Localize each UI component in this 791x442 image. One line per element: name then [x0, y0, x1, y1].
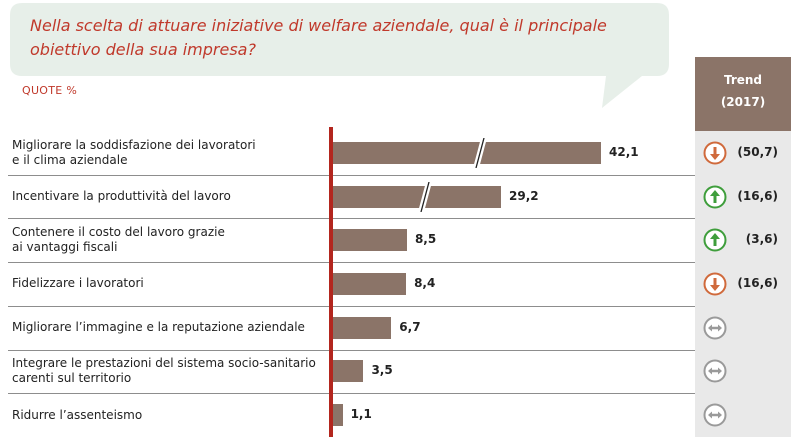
row-separator [8, 349, 695, 351]
bar [333, 229, 407, 252]
trend-header-year: (2017) [720, 95, 766, 109]
row-separator [8, 174, 695, 176]
row-label: Migliorare l’immagine e la reputazione a… [12, 320, 324, 335]
arrow-left-right-icon [703, 316, 727, 340]
arrow-down-icon [703, 272, 727, 296]
arrow-left-right-icon [703, 359, 727, 383]
row-label-line: Integrare le prestazioni del sistema soc… [12, 356, 316, 371]
bar-value-label: 3,5 [371, 363, 393, 378]
bar [333, 185, 501, 208]
row-label: Fidelizzare i lavoratori [12, 276, 324, 291]
bar [333, 141, 601, 164]
bar-value-label: 8,4 [414, 275, 436, 290]
row-label: Contenere il costo del lavoro grazie ai v… [12, 225, 324, 255]
row-label-line: Contenere il costo del lavoro grazie [12, 225, 225, 240]
axis-line [329, 127, 333, 437]
row-label-line: Fidelizzare i lavoratori [12, 276, 144, 291]
trend-value: (16,6) [737, 275, 778, 290]
bar-break-mark [473, 137, 488, 168]
row-label-line: carenti sul territorio [12, 371, 132, 386]
unit-label: QUOTE % [22, 84, 78, 97]
bar [333, 272, 407, 295]
trend-value: (16,6) [737, 188, 778, 203]
bar-value-label: 8,5 [414, 232, 437, 247]
trend-value: (50,7) [737, 144, 778, 159]
arrow-up-icon [703, 228, 727, 252]
row-label: Integrare le prestazioni del sistema soc… [12, 356, 324, 386]
arrow-up-icon [703, 185, 727, 209]
row-label-line: Incentivare la produttività del lavoro [12, 189, 231, 204]
trend-header-title: Trend [723, 73, 763, 87]
bar [333, 360, 364, 383]
row-label-line: e il clima aziendale [12, 152, 128, 167]
arrow-left-right-icon [703, 403, 727, 427]
row-separator [8, 305, 695, 307]
row-label-line: Migliorare l’immagine e la reputazione a… [12, 320, 305, 335]
bar [333, 404, 343, 427]
trend-header: Trend (2017) [695, 57, 791, 131]
row-label: Incentivare la produttività del lavoro [12, 189, 324, 204]
bar-value-label: 6,7 [399, 319, 421, 334]
row-label: Ridurre l’assenteismo [12, 408, 324, 423]
row-separator [8, 262, 695, 264]
row-label-line: Migliorare la soddisfazione dei lavorato… [12, 137, 256, 152]
row-label-line: Ridurre l’assenteismo [12, 407, 143, 422]
row-separator [8, 393, 695, 395]
row-separator [8, 218, 695, 220]
bar-value-label: 42,1 [609, 144, 639, 159]
trend-value: (3,6) [745, 232, 778, 247]
bar-value-label: 1,1 [350, 407, 372, 422]
bar [333, 316, 392, 339]
bar-value-label: 29,2 [509, 188, 539, 203]
row-label-line: ai vantaggi fiscali [12, 240, 118, 255]
bar-break-mark [418, 181, 433, 212]
chart-question: Nella scelta di attuare iniziative di we… [30, 16, 607, 59]
row-label: Migliorare la soddisfazione dei lavorato… [12, 138, 324, 168]
arrow-down-icon [703, 141, 727, 165]
